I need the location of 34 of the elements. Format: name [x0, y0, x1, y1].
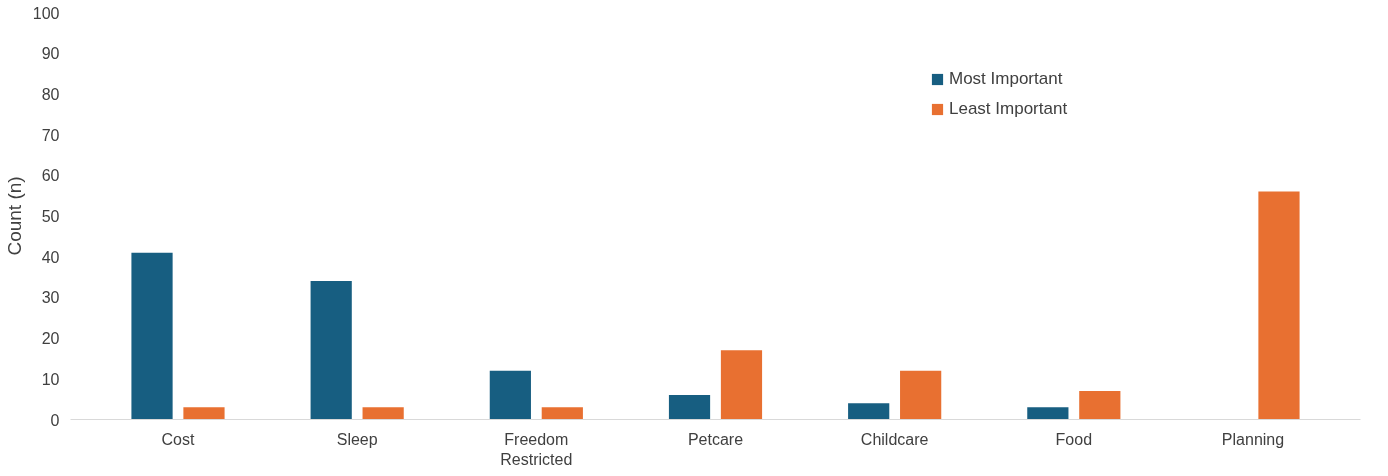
x-tick-label: Food: [1055, 430, 1093, 448]
y-axis-title: Count (n): [3, 176, 25, 256]
y-tick-label: 80: [41, 85, 60, 103]
y-tick-label: 30: [41, 289, 60, 307]
x-tick-label: Sleep: [336, 430, 378, 448]
y-tick-label: 90: [41, 45, 60, 63]
y-tick-label: 40: [41, 248, 60, 266]
y-tick-label: 0: [50, 411, 60, 429]
x-tick-label: Freedom Restricted: [500, 430, 573, 468]
bar: [668, 395, 711, 420]
bar: [310, 281, 352, 420]
y-tick-label: 100: [32, 4, 60, 22]
bar: [131, 252, 173, 420]
bar: [489, 370, 531, 420]
bar: [1027, 407, 1069, 420]
bar: [183, 407, 225, 420]
x-tick-label: Cost: [161, 430, 195, 448]
y-tick-label: 50: [41, 208, 60, 225]
bar: [362, 407, 404, 420]
y-tick-label: 20: [41, 330, 60, 348]
y-tick-label: 60: [41, 167, 60, 185]
x-tick-label: Planning: [1221, 430, 1285, 448]
bar: [541, 407, 583, 420]
x-tick-label: Petcare: [687, 430, 744, 448]
y-tick-label: 70: [41, 126, 60, 144]
bar: [900, 370, 942, 420]
bar: [1079, 391, 1121, 420]
legend-label: Least Important: [949, 99, 1068, 119]
bar: [1258, 191, 1300, 420]
legend-label: Most Important: [949, 69, 1063, 89]
x-tick-label: Childcare: [860, 430, 929, 448]
bar: [848, 403, 890, 420]
bar: [720, 350, 763, 420]
y-tick-label: 10: [41, 370, 60, 388]
